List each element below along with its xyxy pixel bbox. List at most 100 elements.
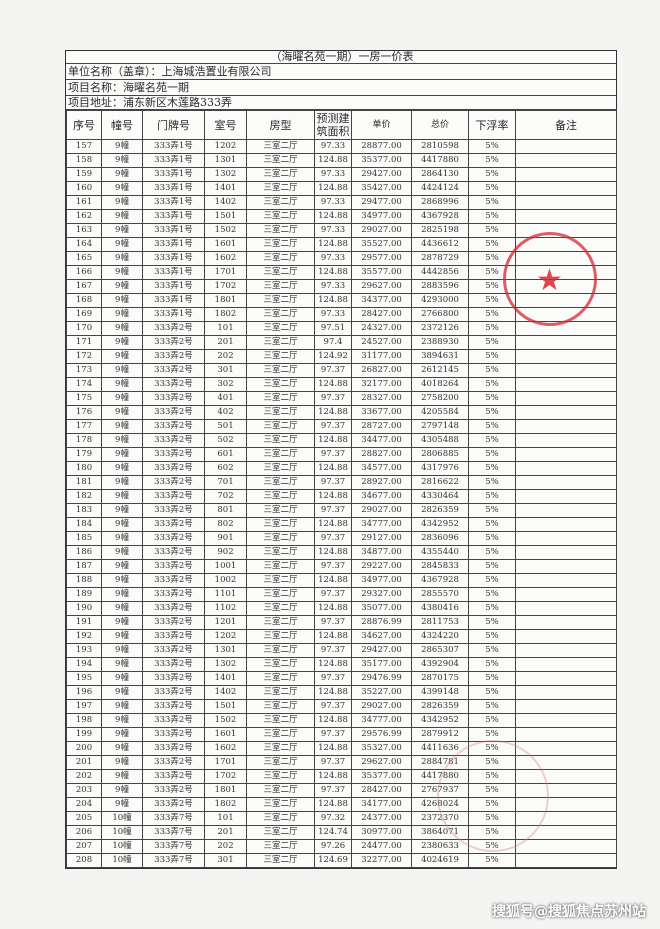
table-cell: 333弄1号 (142, 209, 205, 224)
table-cell: 9幢 (101, 349, 143, 364)
price-list-document: （海曜名苑一期）一房一价表 单位名称（盖章）：上海城浩置业有限公司 项目名称：海… (65, 50, 617, 869)
table-cell: 1102 (204, 601, 247, 616)
table-cell: 9幢 (101, 573, 143, 588)
table-cell: 201 (66, 755, 102, 770)
table-cell: 185 (66, 531, 102, 546)
table-cell: 29127.00 (351, 531, 412, 546)
table-cell: 三室二厅 (246, 153, 315, 168)
table-cell: 97.37 (314, 699, 352, 714)
table-row: 187 9幢 333弄2号 1001 三室二厅 97.37 29227.00 2845833 5… (66, 559, 617, 574)
table-cell: 4436612 (411, 237, 469, 252)
table-cell: 三室二厅 (246, 657, 315, 672)
table-cell (515, 769, 617, 784)
table-cell: 三室二厅 (246, 391, 315, 406)
table-cell: 4305488 (411, 433, 469, 448)
table-cell: 5% (468, 237, 516, 252)
header-cell: 门牌号 (142, 110, 205, 140)
table-cell: 33677.00 (351, 405, 412, 420)
table-row: 191 9幢 333弄2号 1201 三室二厅 97.37 28876.99 2811753 5… (66, 615, 617, 630)
table-cell: 三室二厅 (246, 181, 315, 196)
table-cell: 28327.00 (351, 391, 412, 406)
table-cell (515, 195, 617, 210)
table-row: 176 9幢 333弄2号 402 三室二厅 124.88 33677.00 4205584 5… (66, 405, 617, 420)
table-cell: 97.37 (314, 475, 352, 490)
table-cell: 三室二厅 (246, 475, 315, 490)
table-cell: 195 (66, 671, 102, 686)
table-cell: 199 (66, 727, 102, 742)
table-cell: 4024619 (411, 853, 469, 868)
table-cell: 5% (468, 643, 516, 658)
table-row: 204 9幢 333弄2号 1802 三室二厅 124.88 34177.00 4268024… (66, 797, 617, 812)
table-cell: 三室二厅 (246, 167, 315, 182)
table-cell: 1701 (204, 265, 247, 280)
table-row: 193 9幢 333弄2号 1301 三室二厅 97.37 29427.00 2865307 5… (66, 643, 617, 658)
table-cell: 4205584 (411, 405, 469, 420)
table-cell: 4330464 (411, 489, 469, 504)
table-cell: 333弄2号 (142, 643, 205, 658)
table-cell: 183 (66, 503, 102, 518)
table-cell: 502 (204, 433, 247, 448)
table-cell: 4392904 (411, 657, 469, 672)
table-cell: 333弄2号 (142, 321, 205, 336)
table-cell: 28727.00 (351, 419, 412, 434)
table-cell: 5% (468, 363, 516, 378)
table-cell: 9幢 (101, 685, 143, 700)
table-cell (515, 209, 617, 224)
table-cell: 333弄2号 (142, 783, 205, 798)
price-table: 序号 幢号 门牌号 室号 房型 预测建筑面积 单价 总价 下浮率 备注 157 9… (66, 110, 617, 868)
table-row: 205 10幢 333弄7号 101 三室二厅 97.32 24377.00 2372370 5… (66, 811, 617, 826)
table-cell: 161 (66, 195, 102, 210)
table-cell: 三室二厅 (246, 769, 315, 784)
table-cell: 333弄2号 (142, 377, 205, 392)
table-row: 185 9幢 333弄2号 901 三室二厅 97.37 29127.00 2836096 5% (66, 531, 617, 546)
table-row: 190 9幢 333弄2号 1102 三室二厅 124.88 35077.00 4380416… (66, 601, 617, 616)
table-cell: 1601 (204, 727, 247, 742)
table-cell: 203 (66, 783, 102, 798)
table-cell: 333弄1号 (142, 139, 205, 154)
table-cell (515, 643, 617, 658)
table-cell: 9幢 (101, 363, 143, 378)
table-cell: 2767937 (411, 783, 469, 798)
table-cell: 29627.00 (351, 755, 412, 770)
table-cell: 5% (468, 741, 516, 756)
table-cell: 5% (468, 377, 516, 392)
table-cell: 162 (66, 209, 102, 224)
table-cell (515, 839, 617, 854)
table-cell: 163 (66, 223, 102, 238)
table-cell: 三室二厅 (246, 265, 315, 280)
table-cell: 124.88 (314, 293, 352, 308)
table-cell (515, 559, 617, 574)
table-cell: 97.37 (314, 363, 352, 378)
table-row: 206 10幢 333弄7号 201 三室二厅 124.74 30977.00 3864071… (66, 825, 617, 840)
table-cell: 35577.00 (351, 265, 412, 280)
table-cell: 97.37 (314, 615, 352, 630)
table-cell (515, 741, 617, 756)
table-cell: 5% (468, 153, 516, 168)
table-cell: 191 (66, 615, 102, 630)
table-cell: 三室二厅 (246, 671, 315, 686)
table-cell: 192 (66, 629, 102, 644)
table-cell: 9幢 (101, 209, 143, 224)
table-row: 158 9幢 333弄1号 1301 三室二厅 124.88 35377.00 4417880… (66, 153, 617, 168)
table-cell: 35427.00 (351, 181, 412, 196)
table-cell (515, 461, 617, 476)
table-cell: 28427.00 (351, 783, 412, 798)
table-cell (515, 783, 617, 798)
table-cell: 201 (204, 335, 247, 350)
table-cell (515, 447, 617, 462)
table-cell: 三室二厅 (246, 461, 315, 476)
table-cell (515, 307, 617, 322)
table-cell: 5% (468, 349, 516, 364)
table-cell: 181 (66, 475, 102, 490)
table-cell: 124.88 (314, 181, 352, 196)
table-cell: 5% (468, 209, 516, 224)
table-cell: 5% (468, 685, 516, 700)
table-cell: 9幢 (101, 741, 143, 756)
table-cell: 2883596 (411, 279, 469, 294)
table-cell: 1502 (204, 713, 247, 728)
table-cell: 5% (468, 587, 516, 602)
table-cell: 9幢 (101, 405, 143, 420)
table-cell: 三室二厅 (246, 377, 315, 392)
table-row: 203 9幢 333弄2号 1801 三室二厅 97.37 28427.00 2767937 5… (66, 783, 617, 798)
table-cell (515, 657, 617, 672)
